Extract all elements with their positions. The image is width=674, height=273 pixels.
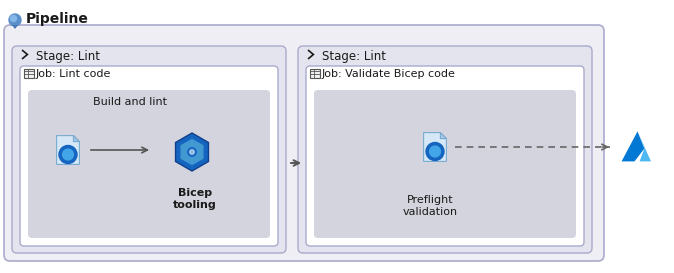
Circle shape (59, 146, 77, 164)
Text: Bicep
tooling: Bicep tooling (173, 188, 217, 210)
FancyBboxPatch shape (20, 66, 278, 246)
Text: Pipeline: Pipeline (26, 12, 89, 26)
Text: Job: Lint code: Job: Lint code (36, 69, 111, 79)
FancyBboxPatch shape (4, 25, 604, 261)
Polygon shape (621, 131, 644, 161)
Circle shape (63, 149, 73, 160)
Polygon shape (57, 136, 80, 164)
FancyBboxPatch shape (306, 66, 584, 246)
Polygon shape (423, 133, 446, 161)
Text: Preflight
validation: Preflight validation (402, 195, 458, 216)
Circle shape (9, 14, 21, 26)
Polygon shape (73, 136, 80, 142)
Polygon shape (12, 25, 18, 29)
FancyBboxPatch shape (314, 90, 576, 238)
Circle shape (188, 148, 196, 156)
Circle shape (426, 143, 444, 161)
Polygon shape (638, 131, 651, 161)
FancyBboxPatch shape (298, 46, 592, 253)
Polygon shape (440, 133, 446, 139)
FancyBboxPatch shape (12, 46, 286, 253)
FancyBboxPatch shape (28, 90, 270, 238)
Polygon shape (175, 133, 208, 171)
Text: Stage: Lint: Stage: Lint (322, 50, 386, 63)
Circle shape (189, 150, 194, 154)
FancyBboxPatch shape (24, 69, 34, 78)
Text: Stage: Lint: Stage: Lint (36, 50, 100, 63)
Polygon shape (181, 139, 204, 165)
Circle shape (429, 146, 440, 157)
FancyBboxPatch shape (310, 69, 320, 78)
Circle shape (11, 16, 16, 22)
Text: Build and lint: Build and lint (93, 97, 167, 107)
Text: Job: Validate Bicep code: Job: Validate Bicep code (322, 69, 456, 79)
